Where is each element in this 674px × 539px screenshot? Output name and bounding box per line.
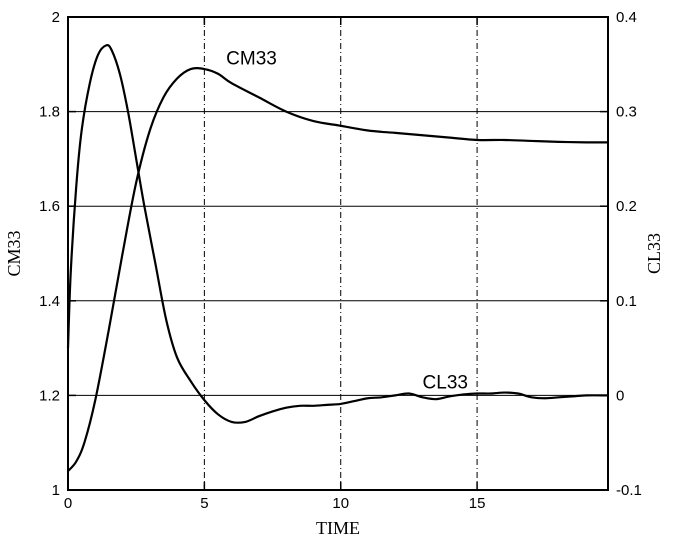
left-y-tick-label: 2	[52, 9, 60, 26]
right-y-tick-label: 0.2	[616, 198, 637, 215]
curve-labels: CM33 CL33	[226, 48, 468, 393]
axis-ticks	[67, 16, 608, 491]
left-y-tick-label: 1.2	[39, 387, 60, 404]
right-y-axis-title: CL33	[644, 233, 664, 274]
series-line-cm33	[67, 67, 609, 472]
x-tick-label: 10	[332, 495, 349, 512]
left-y-tick-label: 1.8	[39, 104, 60, 121]
right-y-tick-label: -0.1	[616, 482, 642, 499]
x-axis-title: TIME	[316, 518, 360, 538]
annotation-cm33: CM33	[226, 48, 277, 69]
series-line-cl33	[66, 44, 609, 424]
x-tick-label: 5	[200, 495, 208, 512]
x-tick-label: 0	[64, 495, 72, 512]
tick-labels: 0 5 10 15 1 1.2 1.4 1.6 1.8 2 -0.1 0 0.1 0.2 0.3 0.4	[39, 9, 642, 512]
annotation-cl33: CL33	[423, 372, 468, 393]
series-lines	[66, 44, 609, 472]
grid-lines	[68, 17, 608, 490]
right-y-tick-label: 0.4	[616, 9, 637, 26]
left-y-tick-label: 1.6	[39, 198, 60, 215]
x-tick-label: 15	[469, 495, 486, 512]
left-y-tick-label: 1	[52, 482, 60, 499]
left-y-tick-label: 1.4	[39, 293, 60, 310]
right-y-tick-label: 0	[616, 387, 624, 404]
right-y-tick-label: 0.1	[616, 293, 637, 310]
left-y-axis-title: CM33	[4, 230, 24, 276]
right-y-tick-label: 0.3	[616, 104, 637, 121]
plot-frame	[67, 16, 609, 491]
